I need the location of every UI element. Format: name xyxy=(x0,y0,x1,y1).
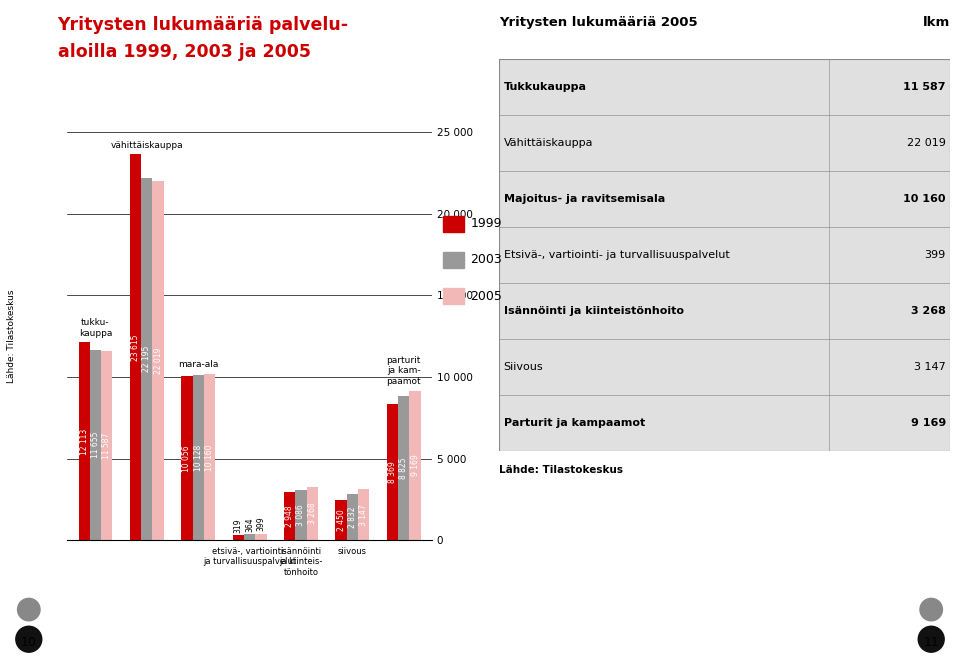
Circle shape xyxy=(918,626,945,652)
Text: Tukkukauppa: Tukkukauppa xyxy=(504,82,587,92)
Text: 2 948: 2 948 xyxy=(285,505,294,527)
Bar xyxy=(499,283,950,339)
Bar xyxy=(499,59,950,115)
Text: 8 825: 8 825 xyxy=(399,457,408,479)
Bar xyxy=(499,395,950,451)
Text: Majoitus- ja ravitsemisala: Majoitus- ja ravitsemisala xyxy=(504,194,665,204)
Text: Lähde: Tilastokeskus: Lähde: Tilastokeskus xyxy=(499,465,623,474)
Text: 23 615: 23 615 xyxy=(131,334,140,360)
Circle shape xyxy=(15,626,42,652)
Text: isännöinti
ja kiinteis-
tönhoito: isännöinti ja kiinteis- tönhoito xyxy=(279,547,323,577)
Text: Isännöinti ja kiinteistönhoito: Isännöinti ja kiinteistönhoito xyxy=(504,306,684,316)
Bar xyxy=(204,374,215,540)
Text: Etsivä-, vartiointi- ja turvallisuuspalvelut: Etsivä-, vartiointi- ja turvallisuuspalv… xyxy=(504,250,730,260)
Bar xyxy=(409,391,420,540)
Bar xyxy=(244,534,255,540)
Text: 364: 364 xyxy=(245,517,254,532)
Text: 22 019: 22 019 xyxy=(907,138,946,148)
Text: Parturit ja kampaamot: Parturit ja kampaamot xyxy=(504,418,645,428)
Bar xyxy=(232,535,244,540)
Bar xyxy=(79,343,90,540)
Text: 9 169: 9 169 xyxy=(411,455,420,476)
Text: 1999: 1999 xyxy=(470,217,502,230)
Text: 10 056: 10 056 xyxy=(182,445,191,472)
Text: 2005: 2005 xyxy=(470,290,502,302)
Text: 2 450: 2 450 xyxy=(337,509,346,531)
Bar xyxy=(193,375,204,540)
Bar xyxy=(141,178,153,540)
Text: Lähde: Tilastokeskus: Lähde: Tilastokeskus xyxy=(7,289,16,383)
Bar xyxy=(387,403,398,540)
Text: 399: 399 xyxy=(256,517,265,531)
Text: 22 195: 22 195 xyxy=(142,346,152,372)
Text: lkm: lkm xyxy=(924,16,950,30)
Bar xyxy=(358,489,370,540)
Bar xyxy=(181,376,193,540)
Text: 10 160: 10 160 xyxy=(903,194,946,204)
Text: 2003: 2003 xyxy=(470,254,502,266)
Text: tukku-
kauppa: tukku- kauppa xyxy=(79,318,112,337)
Bar xyxy=(130,154,141,540)
Text: 11 587: 11 587 xyxy=(103,432,111,459)
Bar xyxy=(296,490,306,540)
Text: 399: 399 xyxy=(924,250,946,260)
Text: 10: 10 xyxy=(21,636,36,649)
Text: aloilla 1999, 2003 ja 2005: aloilla 1999, 2003 ja 2005 xyxy=(58,43,311,61)
Bar xyxy=(499,171,950,227)
Text: mara-ala: mara-ala xyxy=(178,360,219,370)
Text: vähittäiskauppa: vähittäiskauppa xyxy=(110,140,183,150)
Circle shape xyxy=(17,598,40,621)
Text: 11: 11 xyxy=(924,636,939,649)
Bar xyxy=(90,350,101,540)
Text: Yritysten lukumääriä palvelu-: Yritysten lukumääriä palvelu- xyxy=(58,16,348,34)
Text: 8 369: 8 369 xyxy=(388,461,396,483)
Bar xyxy=(255,534,267,540)
Bar xyxy=(335,500,347,540)
Bar xyxy=(398,396,409,540)
Text: 10 128: 10 128 xyxy=(194,444,203,471)
Bar xyxy=(443,215,465,231)
Bar xyxy=(347,494,358,540)
Text: 12 113: 12 113 xyxy=(80,428,88,455)
Text: 3 147: 3 147 xyxy=(359,503,369,525)
Text: Vähittäiskauppa: Vähittäiskauppa xyxy=(504,138,593,148)
Bar xyxy=(499,227,950,283)
Text: parturit
ja kam-
paamot: parturit ja kam- paamot xyxy=(387,356,421,386)
Text: Siivous: Siivous xyxy=(504,362,543,372)
Bar xyxy=(499,339,950,395)
Text: 3 268: 3 268 xyxy=(308,503,317,525)
Text: 3 086: 3 086 xyxy=(297,504,305,526)
Bar xyxy=(443,288,465,304)
Text: 3 147: 3 147 xyxy=(914,362,946,372)
Bar xyxy=(153,181,164,540)
Text: 9 169: 9 169 xyxy=(911,418,946,428)
Bar xyxy=(101,351,112,540)
Text: 11 587: 11 587 xyxy=(903,82,946,92)
Bar xyxy=(443,252,465,268)
Circle shape xyxy=(920,598,943,621)
Bar xyxy=(306,487,318,540)
Text: 10 160: 10 160 xyxy=(205,444,214,471)
Text: 11 655: 11 655 xyxy=(91,432,100,459)
Text: 22 019: 22 019 xyxy=(154,347,162,374)
Text: 319: 319 xyxy=(234,518,243,532)
Text: etsivä-, vartiointi-
ja turvallisuuspalvelut: etsivä-, vartiointi- ja turvallisuuspalv… xyxy=(203,547,297,566)
Text: Yritysten lukumääriä 2005: Yritysten lukumääriä 2005 xyxy=(499,16,698,30)
Text: 2 832: 2 832 xyxy=(348,507,357,528)
Bar xyxy=(499,115,950,171)
Text: 3 268: 3 268 xyxy=(911,306,946,316)
Bar xyxy=(284,492,296,540)
Text: siivous: siivous xyxy=(338,547,367,556)
